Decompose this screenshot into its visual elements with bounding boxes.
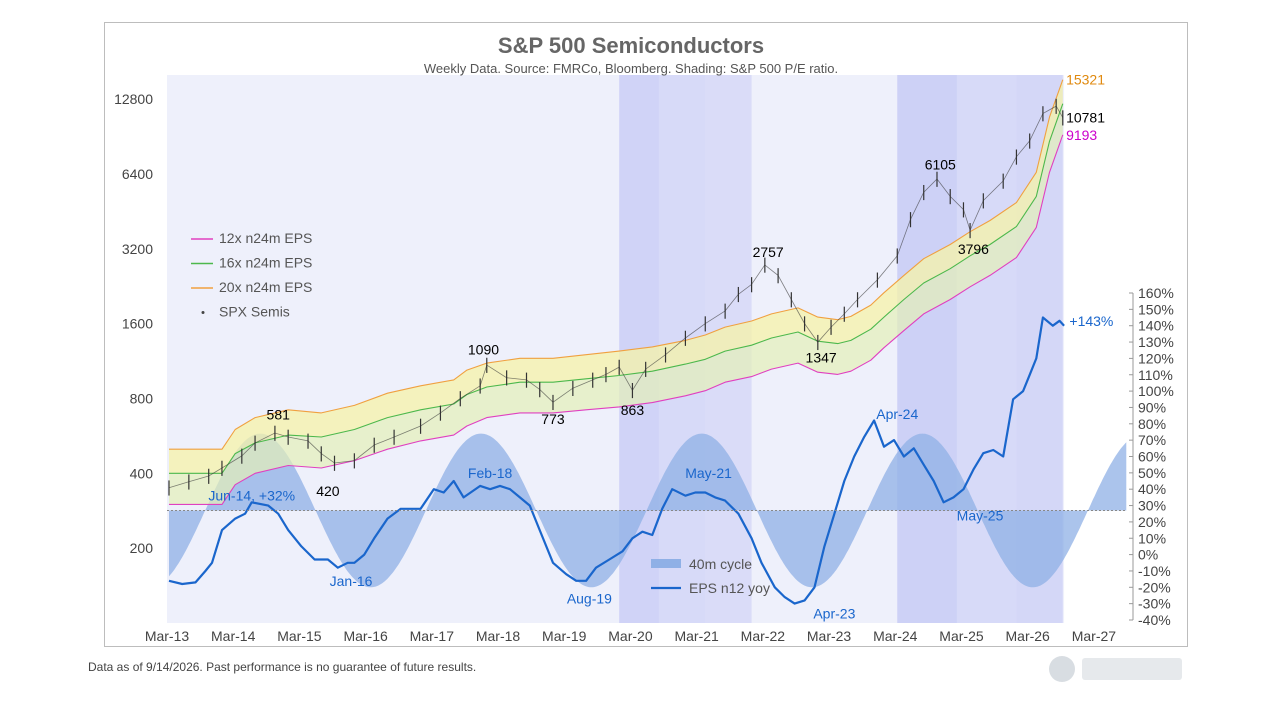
legend-marker (651, 559, 681, 568)
series-line-5 (168, 316, 1065, 605)
x-tick-label: Mar-16 (343, 628, 388, 644)
annotation-label: 3796 (958, 241, 989, 257)
annotation-label: Jun-14, +32% (208, 488, 295, 504)
x-tick-label: Mar-24 (873, 628, 918, 644)
pe-shading (167, 75, 1065, 623)
band-lower-fill (169, 103, 1063, 505)
x-tick-label: Mar-13 (145, 628, 190, 644)
right-tick-label: 140% (1138, 318, 1174, 334)
right-tick-label: 20% (1138, 514, 1166, 530)
right-tick-label: 100% (1138, 383, 1174, 399)
annotation-label: 1090 (468, 341, 499, 357)
right-tick-label: 10% (1138, 530, 1166, 546)
legend-label: EPS n12 yoy (689, 580, 770, 596)
x-tick-label: Mar-26 (1006, 628, 1051, 644)
right-tick-label: 50% (1138, 465, 1166, 481)
annotation-label: 1347 (806, 349, 837, 365)
chart-title: S&P 500 Semiconductors (498, 33, 764, 58)
annotation-label: 581 (267, 406, 291, 422)
right-tick-label: 40% (1138, 481, 1166, 497)
right-tick-label: 150% (1138, 301, 1174, 317)
right-tick-label: 130% (1138, 334, 1174, 350)
annotation-label: Feb-18 (468, 465, 513, 481)
x-tick-label: Mar-18 (476, 628, 521, 644)
left-tick-label: 3200 (122, 241, 153, 257)
annotation-label: 863 (621, 402, 645, 418)
x-tick-label: Mar-25 (939, 628, 984, 644)
pe-shading-band (897, 75, 957, 623)
right-tick-label: 160% (1138, 285, 1174, 301)
x-tick-label: Mar-22 (741, 628, 786, 644)
annotation-label: May-21 (685, 465, 732, 481)
annotations: 581 420 1090 773 863 2757 1347 6105 3796 15321 107… (208, 72, 1113, 622)
annotation-label: 9193 (1066, 127, 1097, 143)
left-tick-label: 12800 (114, 91, 153, 107)
valuation-bands (169, 79, 1063, 505)
x-tick-label: Mar-19 (542, 628, 587, 644)
legend-marker (201, 311, 205, 314)
brand-mark (1082, 658, 1182, 680)
x-tick-label: Mar-14 (211, 628, 256, 644)
band-upper-fill (169, 79, 1063, 474)
annotation-label: +143% (1069, 313, 1113, 329)
right-tick-label: -40% (1138, 612, 1171, 628)
annotation-label: Jan-16 (330, 573, 373, 589)
right-tick-label: -10% (1138, 563, 1171, 579)
x-tick-label: Mar-27 (1072, 628, 1117, 644)
right-tick-label: 60% (1138, 449, 1166, 465)
legend-label: 16x n24m EPS (219, 255, 312, 271)
left-tick-label: 6400 (122, 166, 153, 182)
left-tick-label: 400 (130, 465, 154, 481)
brand-logo (1049, 656, 1182, 682)
series-line-2 (169, 79, 1064, 450)
legend-label: 40m cycle (689, 556, 752, 572)
x-tick-label: Mar-15 (277, 628, 322, 644)
legend-label: SPX Semis (219, 304, 290, 320)
series-lines (168, 79, 1065, 605)
right-tick-label: 80% (1138, 416, 1166, 432)
annotation-label: 773 (541, 411, 565, 427)
right-tick-label: 90% (1138, 399, 1166, 415)
series-line-1 (169, 103, 1064, 474)
chart-svg: 200 400 800 1600 3200 6400 12800 -40%-30%-20%-1… (114, 33, 1174, 644)
footnote: Data as of 9/14/2026. Past performance i… (88, 660, 477, 674)
brand-globe-icon (1049, 656, 1075, 682)
annotation-label: 15321 (1066, 72, 1105, 88)
annotation-label: Apr-23 (813, 605, 855, 621)
axes: 200 400 800 1600 3200 6400 12800 -40%-30%-20%-1… (114, 91, 1174, 644)
x-tick-label: Mar-23 (807, 628, 852, 644)
annotation-label: Apr-24 (876, 406, 918, 422)
x-tick-label: Mar-20 (608, 628, 653, 644)
x-tick-label: Mar-17 (410, 628, 455, 644)
annotation-label: Aug-19 (567, 591, 612, 607)
right-tick-label: 0% (1138, 547, 1158, 563)
right-tick-label: 120% (1138, 350, 1174, 366)
left-tick-label: 800 (130, 390, 154, 406)
legend-label: 20x n24m EPS (219, 279, 312, 295)
annotation-label: 10781 (1066, 110, 1105, 126)
annotation-label: 420 (316, 483, 340, 499)
annotation-label: 6105 (925, 156, 956, 172)
left-tick-label: 1600 (122, 316, 153, 332)
right-tick-label: -20% (1138, 579, 1171, 595)
chart-subtitle: Weekly Data. Source: FMRCo, Bloomberg. S… (424, 61, 838, 76)
x-tick-label: Mar-21 (674, 628, 719, 644)
left-tick-label: 200 (130, 540, 154, 556)
right-tick-label: -30% (1138, 596, 1171, 612)
annotation-label: 2757 (753, 244, 784, 260)
spx-semis-line (168, 105, 1064, 489)
legend: 12x n24m EPS 16x n24m EPS 20x n24m EPS SPX … (191, 230, 770, 596)
right-tick-label: 110% (1138, 367, 1173, 383)
chart-frame: 200 400 800 1600 3200 6400 12800 -40% -30% -20% -1… (104, 22, 1188, 647)
annotation-label: May-25 (957, 507, 1004, 523)
right-tick-label: 30% (1138, 498, 1166, 514)
right-tick-label: 70% (1138, 432, 1166, 448)
legend-label: 12x n24m EPS (219, 230, 312, 246)
